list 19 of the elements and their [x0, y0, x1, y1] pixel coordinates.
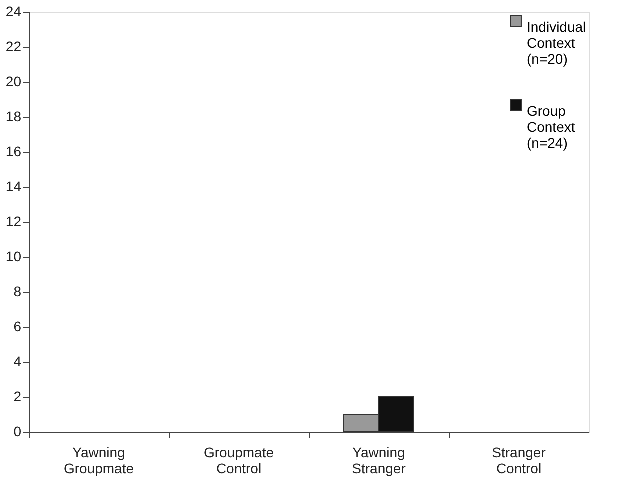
y-tick-label: 16 — [6, 144, 22, 160]
y-tick-label: 6 — [14, 318, 22, 334]
y-tick-label: 20 — [6, 74, 22, 90]
y-tick-label: 8 — [14, 284, 22, 300]
y-tick-label: 24 — [6, 4, 22, 20]
y-tick-label: 12 — [6, 214, 22, 230]
y-tick-label: 2 — [14, 388, 22, 404]
y-tick-label: 14 — [6, 178, 22, 194]
y-tick-label: 22 — [6, 38, 22, 54]
x-tick-label: Yawning Groupmate — [64, 444, 134, 476]
legend-label: Group Context (n=24) — [527, 103, 576, 151]
legend-label: Individual Context (n=20) — [527, 19, 586, 67]
y-tick-label: 0 — [14, 424, 22, 440]
x-tick-label: Groupmate Control — [204, 444, 274, 476]
x-tick-label: Stranger Control — [492, 444, 546, 476]
y-tick-label: 10 — [6, 248, 22, 264]
y-tick-label: 4 — [14, 354, 22, 370]
x-tick-label: Yawning Stranger — [352, 444, 406, 476]
y-tick-label: 18 — [6, 108, 22, 124]
